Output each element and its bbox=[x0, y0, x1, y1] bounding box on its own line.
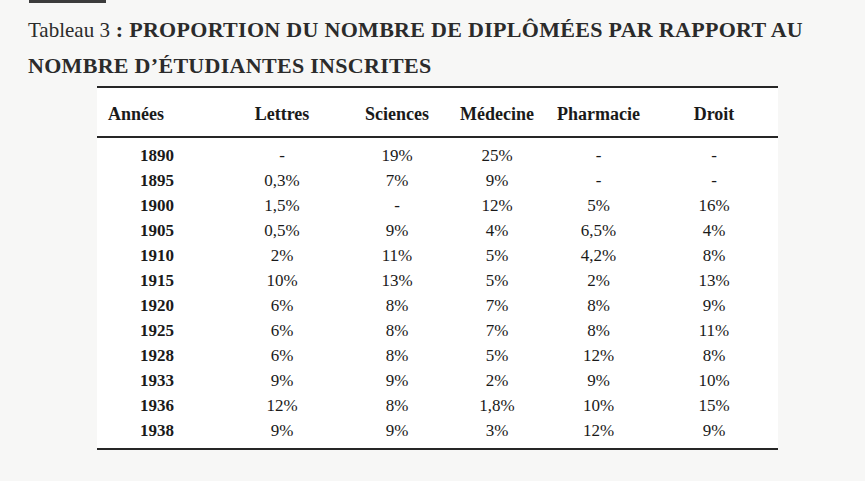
value-cell: 11% bbox=[347, 243, 447, 268]
value-cell: 5% bbox=[447, 268, 547, 293]
value-cell: 8% bbox=[547, 318, 650, 343]
value-cell: 7% bbox=[447, 318, 547, 343]
value-cell: 25% bbox=[447, 137, 547, 168]
value-cell: 8% bbox=[650, 343, 778, 368]
value-cell: - bbox=[547, 137, 650, 168]
year-cell: 1938 bbox=[97, 418, 217, 448]
value-cell: 8% bbox=[347, 343, 447, 368]
value-cell: 5% bbox=[447, 243, 547, 268]
value-cell: 15% bbox=[650, 393, 778, 418]
value-cell: 1,8% bbox=[447, 393, 547, 418]
value-cell: 11% bbox=[650, 318, 778, 343]
statistics-table: AnnéesLettresSciencesMédecinePharmacieDr… bbox=[97, 86, 778, 450]
table-row: 19001,5%-12%5%16% bbox=[97, 193, 778, 218]
year-cell: 1905 bbox=[97, 218, 217, 243]
value-cell: 9% bbox=[650, 293, 778, 318]
value-cell: 0,5% bbox=[217, 218, 347, 243]
value-cell: 2% bbox=[447, 368, 547, 393]
value-cell: - bbox=[547, 168, 650, 193]
year-cell: 1920 bbox=[97, 293, 217, 318]
year-cell: 1910 bbox=[97, 243, 217, 268]
value-cell: 6% bbox=[217, 293, 347, 318]
value-cell: 7% bbox=[447, 293, 547, 318]
table-caption: Tableau 3 : PROPORTION DU NOMBRE DE DIPL… bbox=[28, 12, 830, 83]
value-cell: 9% bbox=[347, 218, 447, 243]
value-cell: 10% bbox=[650, 368, 778, 393]
value-cell: - bbox=[217, 137, 347, 168]
value-cell: 10% bbox=[547, 393, 650, 418]
value-cell: 8% bbox=[347, 393, 447, 418]
value-cell: 12% bbox=[447, 193, 547, 218]
table-row: 191510%13%5%2%13% bbox=[97, 268, 778, 293]
value-cell: 2% bbox=[547, 268, 650, 293]
column-header-1: Lettres bbox=[217, 88, 347, 137]
year-cell: 1933 bbox=[97, 368, 217, 393]
column-header-4: Pharmacie bbox=[547, 88, 650, 137]
value-cell: 6% bbox=[217, 318, 347, 343]
value-cell: 4% bbox=[650, 218, 778, 243]
year-cell: 1936 bbox=[97, 393, 217, 418]
value-cell: 9% bbox=[217, 418, 347, 448]
column-header-0: Années bbox=[97, 88, 217, 137]
table-row: 19256%8%7%8%11% bbox=[97, 318, 778, 343]
year-cell: 1928 bbox=[97, 343, 217, 368]
table-row: 19339%9%2%9%10% bbox=[97, 368, 778, 393]
caption-title: : PROPORTION DU NOMBRE DE DIPLÔMÉES PAR … bbox=[28, 17, 803, 78]
value-cell: 19% bbox=[347, 137, 447, 168]
value-cell: 8% bbox=[547, 293, 650, 318]
table-row: 193612%8%1,8%10%15% bbox=[97, 393, 778, 418]
value-cell: 10% bbox=[217, 268, 347, 293]
value-cell: 6,5% bbox=[547, 218, 650, 243]
value-cell: 9% bbox=[547, 368, 650, 393]
value-cell: 4% bbox=[447, 218, 547, 243]
value-cell: 7% bbox=[347, 168, 447, 193]
year-cell: 1890 bbox=[97, 137, 217, 168]
value-cell: 3% bbox=[447, 418, 547, 448]
value-cell: 13% bbox=[650, 268, 778, 293]
value-cell: 1,5% bbox=[217, 193, 347, 218]
table-header-row: AnnéesLettresSciencesMédecinePharmacieDr… bbox=[97, 88, 778, 137]
value-cell: 8% bbox=[347, 293, 447, 318]
value-cell: - bbox=[650, 137, 778, 168]
year-cell: 1925 bbox=[97, 318, 217, 343]
year-cell: 1900 bbox=[97, 193, 217, 218]
value-cell: 16% bbox=[650, 193, 778, 218]
table-row: 19286%8%5%12%8% bbox=[97, 343, 778, 368]
table-row: 19050,5%9%4%6,5%4% bbox=[97, 218, 778, 243]
value-cell: 2% bbox=[217, 243, 347, 268]
year-cell: 1915 bbox=[97, 268, 217, 293]
cropped-heading-rule bbox=[29, 0, 106, 3]
value-cell: 12% bbox=[547, 343, 650, 368]
value-cell: 4,2% bbox=[547, 243, 650, 268]
value-cell: 5% bbox=[547, 193, 650, 218]
value-cell: 8% bbox=[347, 318, 447, 343]
table-row: 1890-19%25%-- bbox=[97, 137, 778, 168]
column-header-2: Sciences bbox=[347, 88, 447, 137]
value-cell: 5% bbox=[447, 343, 547, 368]
value-cell: 12% bbox=[547, 418, 650, 448]
proportion-table: AnnéesLettresSciencesMédecinePharmacieDr… bbox=[97, 88, 778, 448]
page: Tableau 3 : PROPORTION DU NOMBRE DE DIPL… bbox=[0, 0, 865, 481]
value-cell: 13% bbox=[347, 268, 447, 293]
value-cell: 9% bbox=[650, 418, 778, 448]
table-row: 19206%8%7%8%9% bbox=[97, 293, 778, 318]
column-header-5: Droit bbox=[650, 88, 778, 137]
caption-label: Tableau 3 bbox=[28, 18, 110, 42]
value-cell: 9% bbox=[347, 418, 447, 448]
value-cell: 6% bbox=[217, 343, 347, 368]
value-cell: 0,3% bbox=[217, 168, 347, 193]
year-cell: 1895 bbox=[97, 168, 217, 193]
table-row: 18950,3%7%9%-- bbox=[97, 168, 778, 193]
value-cell: - bbox=[650, 168, 778, 193]
value-cell: 9% bbox=[347, 368, 447, 393]
table-row: 19389%9%3%12%9% bbox=[97, 418, 778, 448]
value-cell: 8% bbox=[650, 243, 778, 268]
column-header-3: Médecine bbox=[447, 88, 547, 137]
value-cell: 9% bbox=[217, 368, 347, 393]
value-cell: 9% bbox=[447, 168, 547, 193]
value-cell: 12% bbox=[217, 393, 347, 418]
value-cell: - bbox=[347, 193, 447, 218]
table-row: 19102%11%5%4,2%8% bbox=[97, 243, 778, 268]
